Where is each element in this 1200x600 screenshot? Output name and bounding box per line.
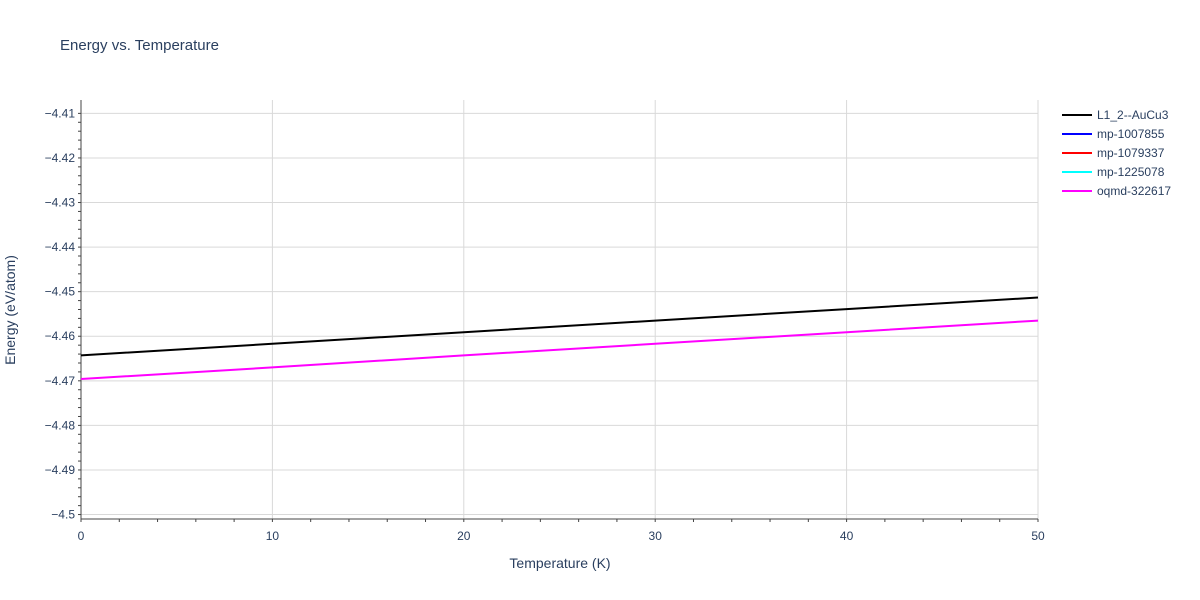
legend: L1_2--AuCu3 mp-1007855 mp-1079337 mp-122507… bbox=[1062, 108, 1171, 198]
legend-label: mp-1079337 bbox=[1097, 146, 1165, 160]
x-tick-label: 30 bbox=[649, 529, 663, 543]
y-tick-label: −4.49 bbox=[45, 463, 76, 477]
y-tick-label: −4.5 bbox=[51, 508, 75, 522]
x-tick-label: 40 bbox=[840, 529, 854, 543]
grid-lines bbox=[81, 100, 1039, 519]
x-axis-title: Temperature (K) bbox=[509, 555, 610, 571]
y-tick-label: −4.45 bbox=[45, 285, 76, 299]
x-tick-label: 50 bbox=[1031, 529, 1045, 543]
y-tick-label: −4.48 bbox=[45, 418, 76, 432]
chart-title: Energy vs. Temperature bbox=[60, 37, 219, 54]
legend-label: L1_2--AuCu3 bbox=[1097, 108, 1169, 122]
x-tick-label: 0 bbox=[78, 529, 85, 543]
legend-label: oqmd-322617 bbox=[1097, 184, 1171, 198]
y-tick-label: −4.42 bbox=[45, 151, 76, 165]
series-layer bbox=[80, 296, 1039, 380]
axes: 0 10 20 30 40 50 −4.41 −4.42 −4.43 −4.44 −4.45 −4.4… bbox=[45, 100, 1045, 543]
legend-label: mp-1007855 bbox=[1097, 127, 1165, 141]
series-line-L1_2--AuCu3 bbox=[80, 296, 1039, 357]
y-axis-title: Energy (eV/atom) bbox=[2, 255, 18, 365]
legend-label: mp-1225078 bbox=[1097, 165, 1165, 179]
x-tick-label: 10 bbox=[266, 529, 280, 543]
series-line-oqmd-322617 bbox=[80, 319, 1039, 380]
y-tick-label: −4.41 bbox=[45, 106, 76, 120]
y-tick-label: −4.44 bbox=[45, 240, 76, 254]
y-tick-label: −4.43 bbox=[45, 196, 76, 210]
y-tick-label: −4.47 bbox=[45, 374, 76, 388]
x-tick-label: 20 bbox=[457, 529, 471, 543]
y-tick-label: −4.46 bbox=[45, 329, 76, 343]
